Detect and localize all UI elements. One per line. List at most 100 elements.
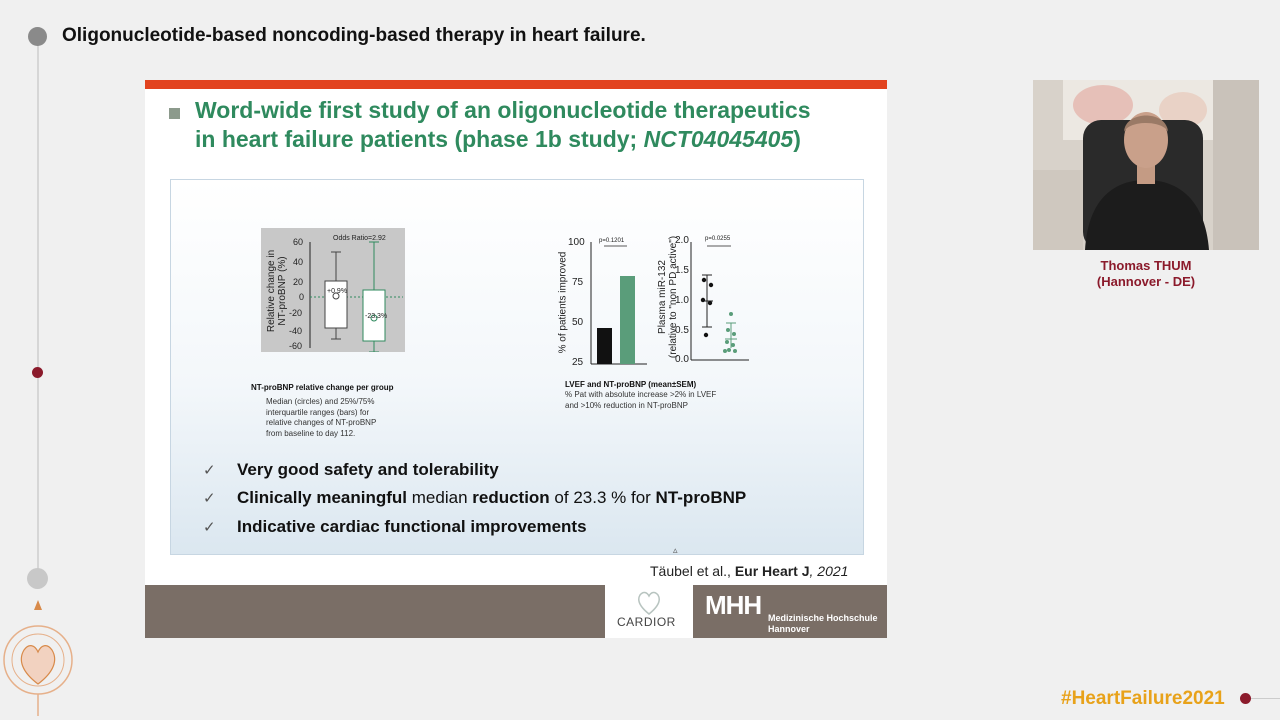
check-row-reduction: ✓ Clinically meaningful median reduction … [203, 488, 746, 508]
mhh-logo: MHH [705, 590, 762, 620]
barchart-caption-line: and >10% reduction in NT-proBNP [565, 400, 688, 410]
citation: Täubel et al., Eur Heart J, 2021 [650, 563, 848, 579]
scatter-point [729, 312, 733, 316]
boxplot-tick-40: 40 [293, 257, 304, 267]
slide-heading-line2: in heart failure patients (phase 1b stud… [195, 125, 875, 154]
boxplot-caption-title: NT-proBNP relative change per group [251, 383, 394, 392]
content-box: Odds Ratio=2.92 60 40 20 0 -20 -40 -60 R… [170, 179, 864, 555]
bullet-square [169, 108, 180, 119]
slide-heading-prefix: in heart failure patients (phase 1b stud… [195, 126, 644, 152]
boxplot-label-treated: -23.3% [365, 313, 388, 320]
scatter-pvalue: p=0.0255 [705, 236, 731, 242]
mhh-text-line1: Medizinische Hochschule [768, 613, 878, 623]
check-icon: ✓ [203, 519, 216, 536]
scatter-tick-0-5: 0.5 [675, 325, 689, 336]
footer-band [145, 585, 887, 638]
barchart-tick-100: 100 [568, 237, 585, 248]
scatter-point [726, 328, 730, 332]
check-row-text: median [407, 488, 473, 507]
boxplot-placebo-median [332, 292, 340, 300]
boxplot-tick-minus20: -20 [289, 308, 303, 318]
check-row-text: reduction [472, 488, 550, 507]
slide-heading-suffix: ) [793, 126, 801, 152]
check-icon: ✓ [203, 490, 216, 507]
slide-topbar [145, 80, 887, 89]
mouse-cursor-icon: ▵ [673, 545, 678, 555]
boxplot-placebo-box [324, 280, 348, 329]
scatter-point [732, 332, 736, 336]
speaker-name: Thomas THUM (Hannover - DE) [1033, 258, 1259, 290]
boxplot-caption-line: interquartile ranges (bars) for [266, 407, 370, 417]
barchart-caption: % Pat with absolute increase >2% in LVEF… [565, 390, 716, 411]
barchart-pvalue: p=0.1201 [599, 238, 625, 244]
cardior-text: CARDIOR [617, 615, 676, 629]
boxplot-caption-line: relative changes of NT-proBNP [266, 418, 377, 427]
hashtag: #HeartFailure2021 [1061, 688, 1225, 709]
barchart-tick-75: 75 [572, 277, 584, 288]
scatter-point [708, 282, 714, 288]
mhh-text: Medizinische Hochschule Hannover [768, 613, 878, 635]
check-row-safety: ✓ Very good safety and tolerability [203, 460, 499, 480]
check-row-text: NT-proBNP [655, 488, 747, 507]
boxplot-ylabel-line1: Relative change in [266, 249, 277, 333]
boxplot-caption-line: Median (circles) and 25%/75% [266, 397, 375, 406]
barchart-bar-placebo [597, 328, 612, 364]
scatter-point [725, 340, 729, 344]
heart-icon [637, 591, 661, 615]
scatter-point [703, 332, 709, 338]
boxplot-tick-0: 0 [299, 292, 305, 302]
boxplot-label-placebo: +0.9% [327, 288, 348, 295]
check-row-text: of 23.3 % for [549, 488, 656, 507]
slide: Word-wide first study of an oligonucleot… [145, 80, 887, 638]
speaker-webcam [1033, 80, 1259, 250]
conference-emblem [0, 592, 78, 718]
page-title: Oligonucleotide-based noncoding-based th… [62, 25, 646, 46]
check-row-text: Indicative cardiac functional improvemen… [237, 517, 587, 536]
scatter-point [727, 348, 731, 352]
scatter-point [723, 349, 727, 353]
slide-heading: Word-wide first study of an oligonucleot… [195, 96, 875, 154]
boxplot-title: Odds Ratio=2.92 [333, 235, 386, 242]
timeline-dot-marker[interactable] [32, 367, 43, 378]
heart-emblem-icon [3, 600, 73, 716]
check-row-text: Clinically meaningful [237, 488, 408, 507]
hashtag-line [1251, 698, 1280, 699]
boxplot-panel: Odds Ratio=2.92 60 40 20 0 -20 -40 -60 R… [261, 228, 405, 353]
boxplot-treated-median [370, 314, 378, 322]
scatter-point [731, 343, 735, 347]
check-row-text: Very good safety and tolerability [237, 460, 499, 479]
citation-journal: Eur Heart J [734, 563, 810, 579]
barchart-ylabel: % of patients improved [557, 251, 569, 354]
scatter-ylabel-line1: Plasma miR-132 [657, 260, 668, 334]
barchart-bar-treated [620, 276, 635, 364]
scatter-ylabel-line2: (relative to "non PD active") [668, 235, 679, 359]
boxplot-caption: Median (circles) and 25%/75% interquarti… [266, 397, 376, 439]
boxplot-tick-60: 60 [293, 237, 304, 247]
citation-year: , 2021 [809, 563, 849, 579]
slide-heading-trial: NCT04045405 [643, 126, 794, 152]
boxplot-tick-20: 20 [293, 277, 304, 287]
barchart-caption-title: LVEF and NT-proBNP (mean±SEM) [565, 380, 697, 389]
cardior-logo: CARDIOR [605, 585, 693, 638]
speaker-video-icon [1033, 80, 1259, 250]
timeline-dot-current[interactable] [28, 27, 47, 46]
scatter-svg [690, 242, 749, 361]
barchart-svg [590, 242, 647, 365]
boxplot-tick-minus60: -60 [289, 341, 303, 351]
hashtag-dot [1240, 693, 1251, 704]
speaker-affiliation: (Hannover - DE) [1096, 274, 1196, 289]
scatter-tick-2-0: 2.0 [675, 235, 689, 246]
slide-heading-line1: Word-wide first study of an oligonucleot… [195, 97, 811, 123]
check-icon: ✓ [203, 462, 216, 479]
speaker-name-text: Thomas THUM [1100, 258, 1192, 273]
citation-authors: Täubel et al., [650, 563, 735, 579]
scatter-ylabel: Plasma miR-132 (relative to "non PD acti… [657, 231, 679, 363]
scatter-tick-0-0: 0.0 [675, 354, 689, 365]
mhh-text-line2: Hannover [768, 624, 810, 634]
timeline-line [37, 36, 39, 581]
check-row-cardiac: ✓ Indicative cardiac functional improveme… [203, 517, 587, 537]
barchart-tick-50: 50 [572, 317, 584, 328]
scatter-point [700, 297, 706, 303]
timeline-dot-end[interactable] [27, 568, 48, 589]
boxplot-ylabel: Relative change in NT-proBNP (%) [266, 243, 288, 339]
